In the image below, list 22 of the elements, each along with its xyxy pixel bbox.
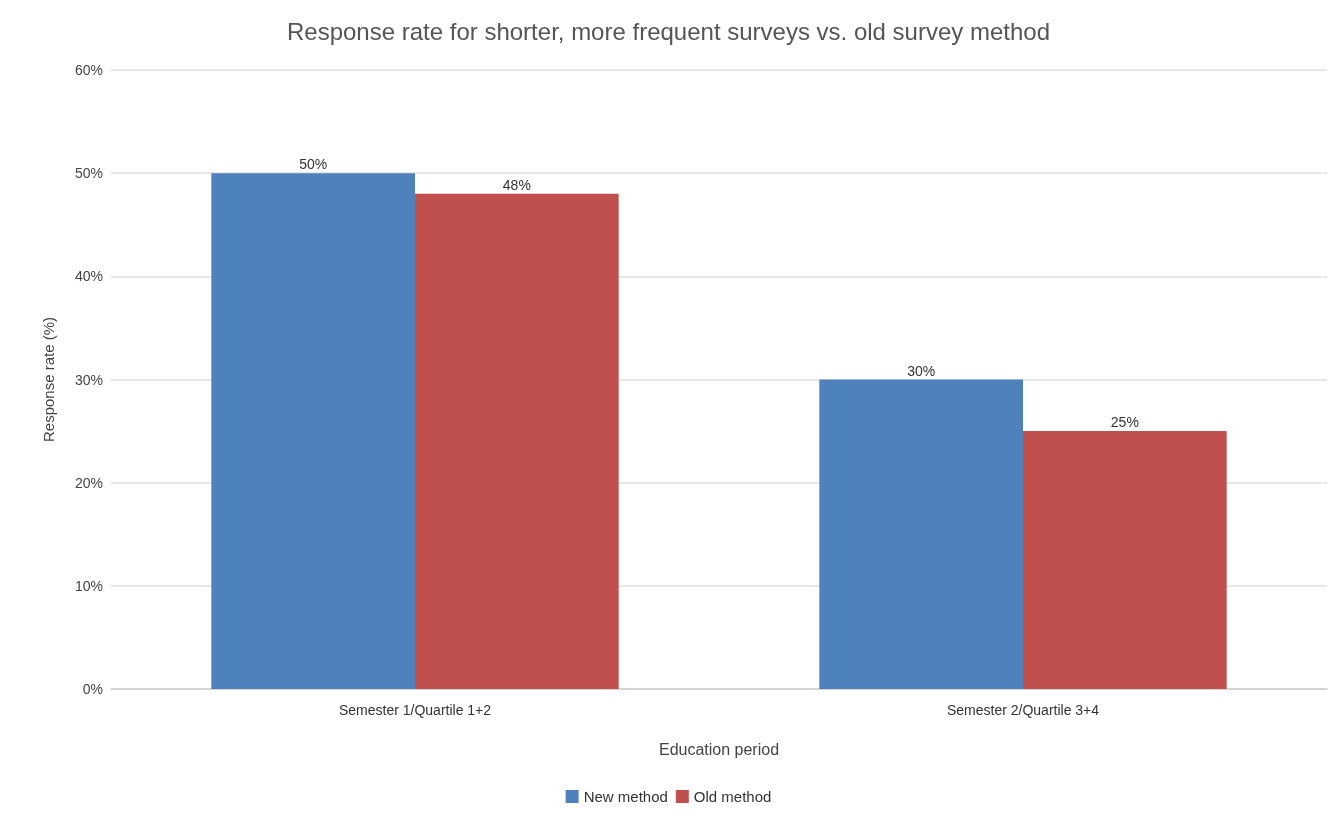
data-label: 25% (1110, 414, 1139, 431)
x-axis-title: Education period (658, 740, 780, 758)
chart-title: Response rate for shorter, more frequent surveys vs. old survey method (286, 17, 1051, 45)
bar (415, 193, 619, 689)
y-tick-label: 10% (74, 577, 103, 594)
x-tick-label: Semester 2/Quartile 3+4 (946, 702, 1100, 718)
y-tick-label: 40% (74, 268, 103, 285)
data-label: 30% (907, 362, 936, 379)
data-label: 50% (299, 156, 328, 173)
bar (211, 173, 415, 689)
data-label: 48% (502, 176, 531, 193)
y-tick-label: 50% (74, 165, 103, 182)
bar (1023, 431, 1227, 689)
y-tick-label: 30% (74, 371, 103, 388)
y-axis-title: Response rate (%) (40, 316, 57, 443)
x-tick-label: Semester 1/Quartile 1+2 (338, 702, 492, 718)
bar (819, 379, 1023, 689)
y-tick-label: 20% (74, 474, 103, 491)
legend-label: New method (583, 788, 668, 805)
legend-label: Old method (693, 788, 772, 805)
y-tick-label: 60% (74, 62, 103, 78)
y-tick-label: 0% (82, 681, 103, 697)
